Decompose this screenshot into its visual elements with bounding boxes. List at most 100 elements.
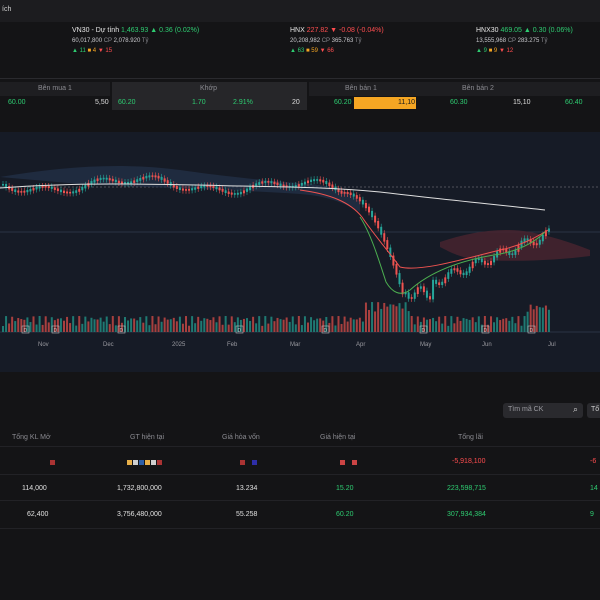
candle <box>206 185 209 187</box>
volume-bar <box>215 322 218 332</box>
candle <box>239 191 242 195</box>
summary-right-fragment: -6 <box>590 458 597 465</box>
candle <box>264 181 267 183</box>
volume-bar <box>200 320 203 332</box>
candle <box>203 185 206 188</box>
candle <box>114 179 117 183</box>
row1-right-fragment: 14 <box>590 485 598 492</box>
candle <box>215 186 218 190</box>
candle <box>188 188 191 191</box>
topbar-label[interactable]: ích <box>2 6 12 13</box>
volume-bar <box>313 320 316 332</box>
candle <box>514 250 517 255</box>
index-hnx[interactable]: HNX 227.82 ▼ -0.08 (-0.04%) 20,208,982 C… <box>290 26 384 56</box>
col-header-total-profit[interactable]: Tổng lãi <box>458 434 483 441</box>
summary-tab-button[interactable]: Tổ <box>587 403 600 418</box>
candle <box>294 185 297 188</box>
volume-bar <box>346 321 349 332</box>
x-tick-label: Dec <box>103 342 114 348</box>
volume-bar <box>340 323 343 332</box>
volume-bar <box>218 316 221 332</box>
buy-price[interactable]: 60.00 <box>8 99 26 106</box>
candle <box>69 191 72 194</box>
index-vn30[interactable]: VN30 - Dự tính 1,463.93 ▲ 0.36 (0.02%) 6… <box>72 26 199 56</box>
ma-long-line <box>0 183 546 211</box>
candle <box>456 268 459 272</box>
candlestick-chart-svg[interactable]: D D D D D D D D Nov Dec 2025 Feb Mar Apr May Jun Jul <box>0 132 600 372</box>
volume-bar <box>38 316 41 332</box>
candle <box>395 264 398 275</box>
match-price[interactable]: 60.20 <box>118 99 136 106</box>
volume-bar <box>535 305 538 332</box>
summary-qty-marker <box>50 460 56 467</box>
event-marker[interactable] <box>21 325 30 334</box>
col-header-current-value[interactable]: GT hiện tại <box>130 434 165 441</box>
candle <box>44 185 47 188</box>
candle <box>2 184 4 186</box>
candle <box>29 188 32 192</box>
volume-bar <box>310 317 313 332</box>
candle <box>541 234 544 242</box>
volume-bar <box>355 319 358 332</box>
price-chart[interactable]: D D D D D D D D Nov Dec 2025 Feb Mar Apr May Jun Jul <box>0 132 600 372</box>
volume-bar <box>264 316 267 332</box>
candles-group <box>2 172 550 303</box>
volume-bar <box>474 322 477 332</box>
event-marker[interactable] <box>51 325 60 334</box>
order-book-row[interactable]: 60.00 5,50 60.20 1.70 2.91% 20 60.20 11,… <box>0 96 600 110</box>
candle <box>355 195 358 199</box>
volume-bar <box>160 321 163 332</box>
volume-bar <box>29 322 32 332</box>
index-hnx30[interactable]: HNX30 469.05 ▲ 0.30 (0.06%) 13,555,968 C… <box>476 26 573 56</box>
candle <box>386 240 389 250</box>
candle <box>191 188 194 191</box>
volume-bar <box>194 323 197 332</box>
candle <box>200 185 203 189</box>
event-marker[interactable] <box>235 325 244 334</box>
volume-bar <box>181 323 184 332</box>
event-marker[interactable] <box>481 325 490 334</box>
event-marker[interactable] <box>321 325 330 334</box>
volume-bar <box>517 316 520 332</box>
candle <box>120 181 123 184</box>
candle <box>227 191 230 195</box>
sell3-price[interactable]: 60.40 <box>565 99 583 106</box>
header-sell1: Bên bán 1 <box>345 85 377 92</box>
volume-bar <box>11 316 14 332</box>
header-cell-bg <box>309 82 600 96</box>
volume-bar <box>111 316 114 332</box>
volume-bar <box>120 322 123 332</box>
summary-value-marker <box>127 460 163 467</box>
volume-bar <box>2 326 4 332</box>
candle <box>462 272 465 276</box>
volume-unit: CP <box>103 38 112 44</box>
event-marker[interactable] <box>527 325 536 334</box>
sell1-price[interactable]: 60.20 <box>334 99 352 106</box>
volume-bar <box>514 323 517 332</box>
candle <box>438 282 441 286</box>
search-icon[interactable]: ⌕ <box>572 404 578 414</box>
volume-bar <box>358 317 361 332</box>
candle <box>32 187 35 191</box>
volume-bar <box>151 316 154 332</box>
volume-bar <box>389 304 392 332</box>
volume-bar <box>75 325 78 332</box>
col-header-total-qty[interactable]: Tổng KL Mở <box>12 434 51 441</box>
volume-bar <box>197 316 200 332</box>
candle <box>11 187 14 191</box>
event-marker[interactable] <box>117 325 126 334</box>
volume-bar <box>188 325 191 332</box>
event-marker[interactable] <box>419 325 428 334</box>
search-placeholder: Tìm mã CK <box>508 406 544 413</box>
event-marker-label: D <box>324 328 328 334</box>
sell2-price[interactable]: 60.30 <box>450 99 468 106</box>
volume-unit: CP <box>507 38 516 44</box>
search-input[interactable]: Tìm mã CK ⌕ <box>503 403 583 418</box>
volume-bar <box>66 316 69 332</box>
candle <box>163 178 166 182</box>
col-header-current-price[interactable]: Giá hiện tại <box>320 434 356 441</box>
volume-bar <box>133 318 136 332</box>
candle <box>331 184 334 189</box>
col-header-breakeven[interactable]: Giá hòa vốn <box>222 434 260 441</box>
